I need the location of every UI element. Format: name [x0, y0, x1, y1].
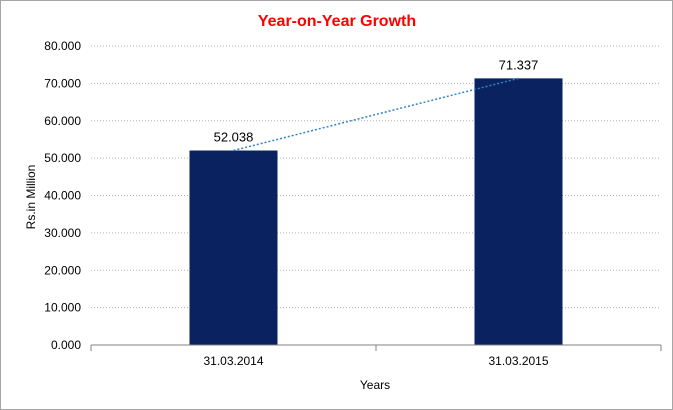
x-tick-labels: 31.03.2014 31.03.2015	[90, 345, 662, 368]
y-tick-label: 40.000	[44, 189, 81, 203]
bars	[189, 78, 563, 345]
y-tick-label: 70.000	[44, 76, 81, 90]
y-tick-labels: 0.000 10.000 20.000 30.000 40.000 50.000 60.00…	[44, 39, 81, 352]
data-labels: 52.038 71.337	[214, 57, 539, 144]
x-axis-title: Years	[360, 378, 390, 392]
y-axis-title: Rs.in Million	[24, 165, 38, 230]
y-tick-label: 80.000	[44, 39, 81, 53]
y-tick-label: 30.000	[44, 226, 81, 240]
y-tick-label: 20.000	[44, 263, 81, 277]
y-tick-label: 50.000	[44, 151, 81, 165]
y-tick-label: 10.000	[44, 301, 81, 315]
data-label: 71.337	[499, 57, 539, 72]
bar	[474, 78, 563, 345]
trendline	[233, 77, 519, 152]
bar	[189, 150, 278, 345]
chart-title: Year-on-Year Growth	[258, 13, 416, 30]
x-tick-label: 31.03.2015	[488, 354, 548, 368]
y-tick-label: 60.000	[44, 114, 81, 128]
gridlines	[91, 45, 661, 309]
data-label: 52.038	[214, 130, 254, 145]
trendline-group	[233, 77, 519, 152]
x-tick-label: 31.03.2014	[203, 354, 263, 368]
y-tick-label: 0.000	[51, 338, 81, 352]
